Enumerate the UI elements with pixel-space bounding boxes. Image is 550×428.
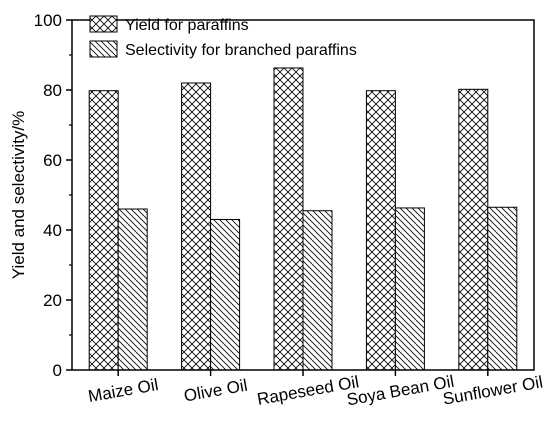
legend-label: Selectivity for branched paraffins bbox=[125, 42, 357, 59]
legend-swatch bbox=[89, 40, 118, 58]
bar-selectivity-sunflower-oil bbox=[487, 206, 518, 371]
x-tick-label: Olive Oil bbox=[182, 376, 249, 406]
x-tick-label: Maize Oil bbox=[87, 375, 160, 406]
bar-selectivity-olive-oil bbox=[210, 219, 241, 371]
bar-selectivity-soya-bean-oil bbox=[394, 207, 425, 371]
legend-label: Yield for paraffins bbox=[125, 17, 249, 34]
bars-layer bbox=[88, 67, 518, 371]
bar-yield-olive-oil bbox=[181, 82, 212, 371]
y-tick-label: 100 bbox=[34, 11, 62, 30]
bar-yield-rapeseed-oil bbox=[273, 67, 304, 371]
bar-selectivity-maize-oil bbox=[117, 208, 148, 371]
bar-yield-soya-bean-oil bbox=[365, 90, 396, 371]
y-axis: 0 20 40 60 80 100 bbox=[34, 11, 72, 380]
legend: Yield for paraffins Selectivity for branc… bbox=[89, 15, 357, 59]
y-tick-label: 80 bbox=[43, 81, 62, 100]
y-tick-label: 60 bbox=[43, 151, 62, 170]
x-tick-label: Soya Bean Oil bbox=[345, 372, 455, 410]
bar-yield-sunflower-oil bbox=[458, 88, 489, 371]
y-tick-label: 0 bbox=[53, 361, 62, 380]
y-tick-label: 40 bbox=[43, 221, 62, 240]
y-tick-label: 20 bbox=[43, 291, 62, 310]
bar-yield-maize-oil bbox=[88, 90, 119, 371]
x-tick-label: Sunflower Oil bbox=[441, 372, 544, 408]
legend-swatch bbox=[89, 15, 118, 33]
y-axis-title: Yield and selectivity/% bbox=[9, 111, 28, 280]
bar-selectivity-rapeseed-oil bbox=[302, 210, 333, 371]
